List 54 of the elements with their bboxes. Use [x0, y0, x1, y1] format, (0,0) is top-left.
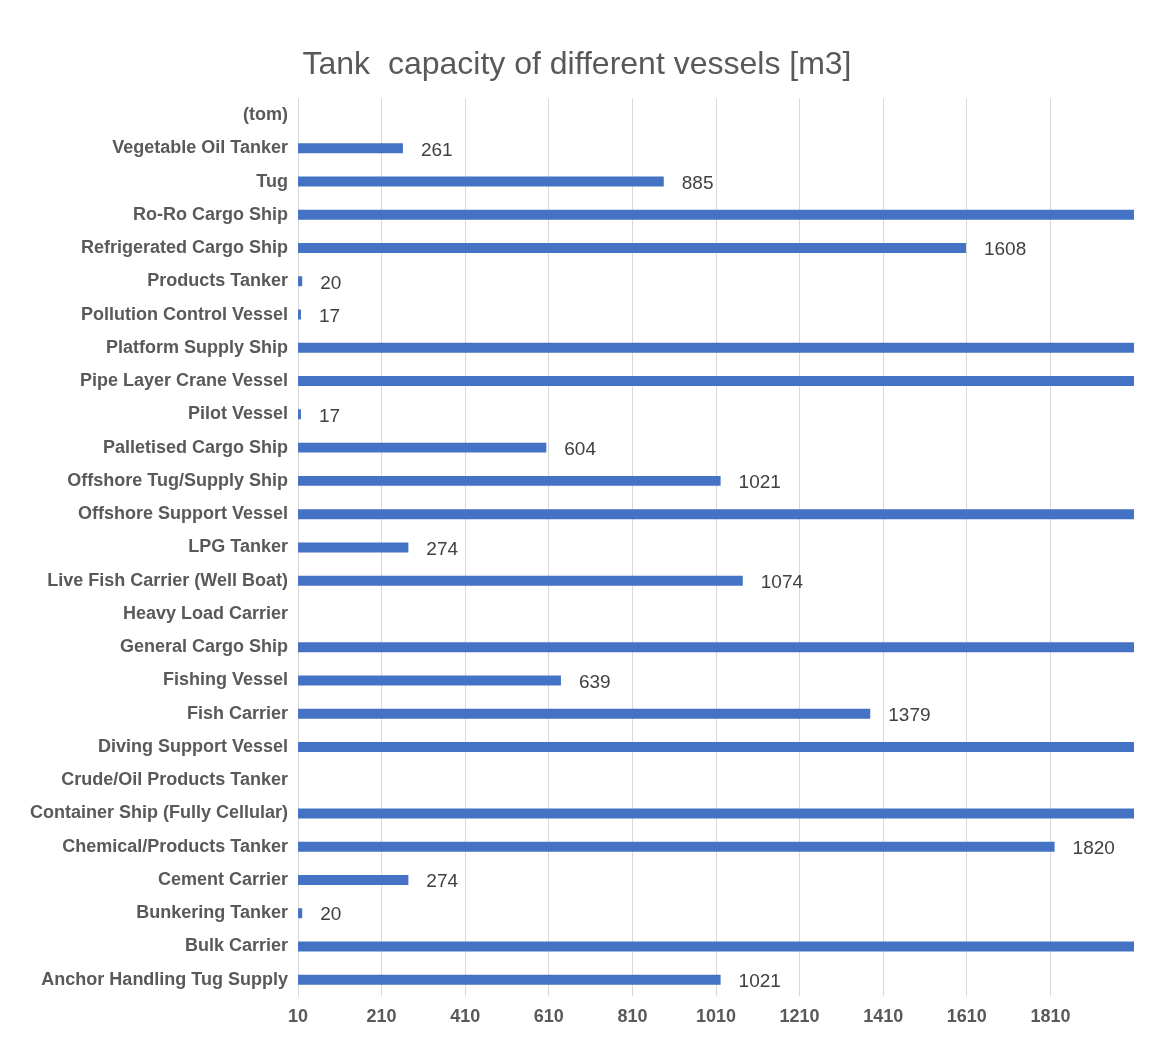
y-tick-label: Pilot Vessel [187, 403, 289, 424]
data-label: 1021 [738, 471, 781, 493]
x-tick-label: 810 [617, 1006, 648, 1027]
x-tick-label: 1410 [863, 1006, 904, 1027]
data-label: 274 [426, 870, 459, 892]
y-tick-label: Pollution Control Vessel [80, 303, 289, 324]
data-label: 1608 [983, 238, 1027, 260]
data-label: 885 [681, 171, 714, 193]
data-label: 639 [578, 670, 611, 692]
data-label: 604 [564, 437, 597, 459]
data-label: 261 [420, 138, 453, 160]
x-tick-label: 1010 [695, 1006, 737, 1027]
x-tick-label: 210 [366, 1006, 397, 1027]
data-label: 1021 [738, 970, 781, 991]
data-label: 17 [318, 404, 341, 426]
y-tick-label: Ro-Ro Cargo Ship [133, 203, 289, 224]
y-tick-label: Chemical/Products Tanker [62, 835, 289, 856]
y-tick-label: Pipe Layer Crane Vessel [79, 370, 289, 391]
data-label: 1074 [760, 570, 804, 592]
data-label: 20 [320, 903, 342, 925]
x-tick-label: 610 [533, 1006, 564, 1027]
data-label: 17 [318, 304, 341, 326]
y-tick-label: Fish Carrier [186, 702, 289, 723]
y-tick-label: Offshore Support Vessel [77, 503, 289, 524]
y-tick-label: Bulk Carrier [184, 935, 289, 956]
y-tick-label: Bunkering Tanker [136, 902, 289, 923]
y-tick-label: Palletised Cargo Ship [102, 436, 289, 457]
x-tick-label: 1610 [946, 1006, 987, 1027]
data-label: 1379 [888, 703, 931, 725]
y-tick-label: Crude/Oil Products Tanker [61, 769, 289, 790]
chart-title: Tank capacity of different vessels [m3] [302, 45, 852, 82]
y-tick-label: (tom) [243, 104, 289, 124]
y-tick-label: Platform Supply Ship [106, 336, 289, 357]
data-label: 1820 [1072, 836, 1115, 858]
y-tick-label: Offshore Tug/Supply Ship [67, 469, 289, 490]
y-tick-label: Products Tanker [147, 270, 289, 291]
y-tick-label: LPG Tanker [188, 536, 289, 557]
y-tick-label: Refrigerated Cargo Ship [80, 237, 289, 258]
x-tick-label: 410 [450, 1006, 481, 1027]
y-tick-label: Heavy Load Carrier [122, 602, 289, 623]
y-tick-label: Diving Support Vessel [97, 735, 289, 756]
x-tick-label: 10 [288, 1006, 309, 1027]
y-tick-label: Cement Carrier [157, 868, 289, 889]
data-label: 274 [426, 537, 459, 559]
y-tick-label: Live Fish Carrier (Well Boat) [47, 569, 289, 590]
y-tick-label: Container Ship (Fully Cellular) [29, 802, 289, 823]
x-tick-label: 1810 [1030, 1006, 1071, 1027]
y-tick-label: General Cargo Ship [119, 636, 289, 657]
y-tick-label: Anchor Handling Tug Supply [41, 968, 289, 989]
data-label: 20 [320, 271, 342, 293]
y-tick-label: Tug [256, 170, 289, 191]
y-tick-label: Vegetable Oil Tanker [112, 137, 289, 158]
y-tick-label: Fishing Vessel [162, 669, 289, 690]
x-tick-label: 1210 [779, 1006, 820, 1027]
